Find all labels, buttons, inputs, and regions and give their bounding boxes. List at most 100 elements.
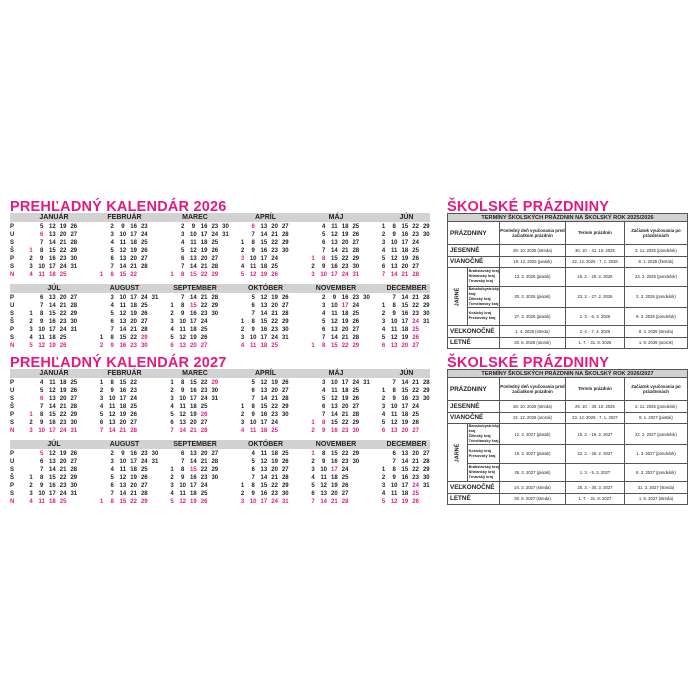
calendar-day: 6	[40, 396, 44, 402]
calendar-day: 3	[381, 404, 386, 410]
calendar-day: 7	[251, 396, 255, 402]
table-cell: 1. 3. - 5. 3. 2027	[564, 462, 625, 482]
calendar-day: 30	[281, 491, 289, 497]
calendar-day: 19	[341, 232, 349, 238]
calendar-day: 15	[331, 420, 338, 426]
table-cell: 20. 2. 2026 (piatok)	[499, 285, 566, 308]
calendar-day: 2	[240, 248, 245, 254]
calendar-day: 29	[70, 248, 78, 254]
weekday-label: S	[10, 420, 15, 426]
calendar-day: 24	[140, 232, 148, 238]
spring-label-cell: JARNÉ	[447, 423, 468, 482]
calendar-day: 20	[59, 232, 67, 238]
calendar-day: 24	[271, 499, 278, 505]
calendar-day: 25	[140, 240, 148, 246]
calendar-day: 13	[190, 451, 197, 457]
calendar-day: 3	[240, 335, 245, 341]
calendar-day: 19	[271, 295, 278, 301]
calendar-day: 3	[110, 459, 114, 465]
calendar-day: 14	[49, 404, 56, 410]
calendar-day: 19	[331, 483, 338, 489]
calendar-day: 19	[401, 335, 409, 341]
row-label: VEĽKONOČNÉ	[446, 325, 501, 338]
header-row: PRÁZDNINY Posledný deň vyučovania pred za…	[446, 377, 689, 401]
month-name: OKTÓBER	[248, 441, 283, 448]
calendar-day: 23	[130, 388, 137, 394]
calendar-day: 18	[130, 467, 137, 473]
calendar-day: 5	[181, 248, 185, 254]
calendar-day: 15	[260, 240, 268, 246]
region-name: Prešovský kraj	[468, 316, 496, 321]
calendar-day: 10	[249, 256, 257, 262]
calendar-day: 20	[271, 224, 278, 230]
month-name: OKTÓBER	[248, 285, 283, 292]
table-cell: 31. 3. 2027 (streda)	[623, 481, 689, 494]
calendar-day: 9	[392, 232, 396, 238]
calendar-day: 4	[29, 499, 33, 505]
calendar-day: 2	[110, 224, 114, 230]
calendar-day: 24	[59, 428, 67, 434]
month-name: MÁJ	[328, 214, 344, 221]
calendar-day: 22	[130, 499, 137, 505]
calendar-day: 11	[38, 499, 45, 505]
calendar-day: 29	[422, 303, 430, 309]
calendar-day: 13	[119, 319, 127, 325]
calendar-day: 3	[29, 491, 33, 497]
calendar-day: 25	[271, 428, 278, 434]
calendar-day: 14	[331, 335, 338, 341]
calendar-day: 18	[130, 303, 137, 309]
calendar-day: 19	[401, 420, 409, 426]
calendar-day: 30	[211, 475, 219, 481]
month-header-bar: JÚL AUGUST SEPTEMBER OKTÓBER NOVEMBER DECEMBE…	[10, 284, 430, 293]
calendar-day: 22	[200, 467, 208, 473]
calendar-day: 27	[70, 396, 78, 402]
calendar-day: 6	[251, 467, 255, 473]
calendar-day: 22	[341, 420, 349, 426]
row-label: VIANOČNÉ	[446, 255, 501, 268]
region-name: Trenčiansky kraj	[468, 301, 499, 306]
calendar-day: 28	[211, 264, 219, 270]
calendar-day: 20	[341, 404, 349, 410]
calendar-day: 18	[130, 240, 137, 246]
calendar-day: 17	[49, 428, 56, 434]
calendar-day: 15	[190, 272, 197, 278]
calendar-day: 12	[119, 475, 127, 481]
table-row: Košický kraj Prešovský kraj 27. 2. 2026 (p…	[448, 306, 689, 326]
regions-cell: Bratislavský kraj Nitriansky kraj Trnavský…	[466, 462, 501, 482]
calendar-day: 6	[110, 319, 114, 325]
calendar-day: 25	[140, 303, 148, 309]
table-cell: 30. 6. 2026 (utorok)	[499, 336, 566, 349]
calendar-day: 7	[251, 475, 255, 481]
calendar-day: 13	[119, 483, 127, 489]
calendar-day: 18	[260, 264, 268, 270]
calendar-day: 28	[281, 232, 289, 238]
month-name: MAREC	[182, 370, 208, 377]
calendar-day: 10	[320, 272, 328, 278]
table-cell: 23. 2. 2026 (pondelok)	[623, 267, 689, 287]
calendar-day: 1	[99, 499, 104, 505]
calendar-day: 22	[200, 380, 208, 386]
calendar-day: 17	[200, 232, 208, 238]
calendar-day: 19	[130, 311, 137, 317]
calendar-day: 10	[249, 499, 257, 505]
weekday-label: N	[10, 428, 15, 434]
calendar-day: 26	[200, 499, 208, 505]
calendar-day: 1	[381, 303, 386, 309]
calendar-day: 23	[200, 475, 208, 481]
table-cell: 15. 2. - 19. 2. 2027	[564, 423, 625, 445]
calendar-day: 10	[331, 380, 338, 386]
calendar-day: 29	[422, 224, 430, 230]
calendar-title: PREHĽADNÝ KALENDÁR 2026	[10, 199, 227, 215]
region-name: Bratislavský kraj	[468, 269, 499, 274]
calendar-day: 8	[251, 404, 255, 410]
calendar-day: 24	[352, 303, 360, 309]
calendar-day: 17	[49, 491, 56, 497]
calendar-day: 30	[211, 388, 219, 394]
calendar-day: 8	[40, 311, 44, 317]
calendar-day: 28	[352, 335, 360, 341]
calendar-day: 9	[322, 428, 326, 434]
calendar-day: 24	[412, 483, 419, 489]
calendar-day: 27	[140, 483, 148, 489]
calendar-day: 23	[271, 491, 278, 497]
month-name: APRÍL	[255, 214, 276, 221]
